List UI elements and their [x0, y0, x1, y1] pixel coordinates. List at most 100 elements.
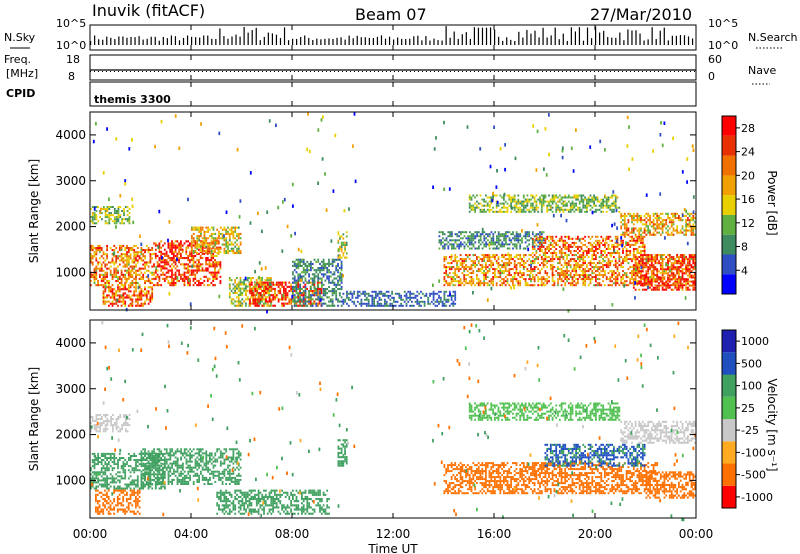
- heatmap-cell: [508, 243, 511, 246]
- heatmap-cell: [337, 271, 339, 274]
- heatmap-cell: [113, 275, 116, 278]
- heatmap-cell: [138, 255, 141, 258]
- heatmap-cell: [295, 300, 298, 303]
- heatmap-cell: [586, 276, 588, 279]
- heatmap-cell: [104, 273, 107, 276]
- heatmap-cell: [142, 263, 145, 266]
- heatmap-cell: [228, 296, 231, 299]
- heatmap-cell: [549, 208, 552, 211]
- heatmap-cell: [555, 196, 558, 199]
- heatmap-cell: [508, 247, 511, 250]
- heatmap-cell: [326, 275, 329, 278]
- heatmap-cell: [448, 262, 451, 265]
- heatmap-cell: [573, 274, 576, 277]
- heatmap-cell: [302, 294, 305, 297]
- heatmap-cell: [97, 280, 99, 283]
- heatmap-cell: [623, 280, 626, 283]
- heatmap-cell: [567, 250, 570, 252]
- heatmap-cell: [99, 261, 101, 264]
- heatmap-cell: [549, 243, 552, 246]
- heatmap-cell: [478, 247, 480, 250]
- heatmap-cell: [486, 254, 489, 257]
- heatmap-cell: [562, 256, 565, 259]
- heatmap-cell: [183, 282, 186, 285]
- heatmap-cell: [120, 257, 123, 260]
- heatmap-cell: [124, 282, 127, 285]
- heatmap-cell: [634, 235, 637, 238]
- heatmap-cell: [378, 292, 381, 295]
- heatmap-cell: [106, 210, 109, 212]
- heatmap-cell: [629, 282, 632, 285]
- heatmap-cell: [284, 294, 287, 297]
- heatmap-cell: [187, 240, 189, 243]
- heatmap-cell: [569, 245, 572, 248]
- nsky-bar: [316, 38, 318, 45]
- nsky-bar: [154, 36, 156, 45]
- heatmap-cell: [670, 284, 673, 287]
- heatmap-cell: [331, 264, 334, 267]
- heatmap-cell: [228, 235, 231, 238]
- heatmap-cell: [495, 276, 498, 279]
- nsky-bar: [344, 39, 346, 45]
- heatmap-cell: [672, 274, 675, 277]
- heatmap-cell: [557, 268, 559, 271]
- heatmap-cell: [169, 259, 172, 262]
- heatmap-cell: [342, 298, 345, 301]
- heatmap-cell: [488, 260, 491, 263]
- heatmap-cell: [483, 210, 485, 213]
- heatmap-cell: [638, 282, 641, 285]
- heatmap-cell: [313, 288, 316, 291]
- heatmap-cell: [663, 278, 666, 281]
- heatmap-cell: [569, 260, 572, 263]
- heatmap-cell: [340, 304, 343, 307]
- heatmap-cell: [517, 262, 520, 265]
- heatmap-cell: [180, 263, 182, 266]
- heatmap-cell: [486, 208, 489, 211]
- heatmap-cell: [452, 278, 455, 281]
- heatmap-cell: [189, 259, 191, 262]
- heatmap-cell: [181, 279, 184, 282]
- heatmap-cell: [461, 282, 464, 285]
- heatmap-cell: [225, 241, 228, 244]
- heatmap-cell: [450, 298, 453, 301]
- heatmap-cell: [638, 245, 641, 248]
- heatmap-cell: [333, 304, 336, 307]
- heatmap-cell: [316, 302, 319, 305]
- heatmap-cell: [335, 290, 338, 293]
- heatmap-cell: [151, 247, 154, 250]
- heatmap-cell: [140, 296, 143, 299]
- heatmap-cell: [623, 272, 626, 275]
- heatmap-cell: [549, 266, 552, 269]
- heatmap-cell: [306, 269, 309, 272]
- heatmap-cell: [694, 274, 696, 277]
- heatmap-cell: [216, 228, 219, 231]
- heatmap-cell: [124, 263, 127, 266]
- heatmap-cell: [302, 300, 305, 303]
- heatmap-cell: [176, 265, 179, 268]
- heatmap-cell: [183, 257, 186, 260]
- heatmap-cell: [120, 253, 123, 256]
- heatmap-cell: [129, 249, 132, 252]
- heatmap-cell: [375, 296, 377, 299]
- heatmap-cell: [283, 287, 285, 290]
- heatmap-cell: [595, 264, 597, 267]
- heatmap-cell: [100, 277, 103, 280]
- heatmap-cell: [542, 196, 545, 199]
- heatmap-cell: [297, 300, 300, 303]
- heatmap-cell: [342, 252, 345, 255]
- heatmap-cell: [118, 277, 121, 280]
- heatmap-cell: [479, 235, 482, 238]
- heatmap-cell: [121, 218, 123, 221]
- heatmap-cell: [504, 280, 507, 283]
- heatmap-cell: [577, 274, 579, 277]
- heatmap-cell: [661, 268, 664, 271]
- heatmap-cell: [200, 235, 202, 238]
- heatmap-cell: [270, 304, 272, 307]
- heatmap-cell: [156, 265, 159, 268]
- heatmap-cell: [604, 196, 606, 199]
- heatmap-cell: [542, 237, 545, 240]
- heatmap-cell: [557, 206, 559, 209]
- heatmap-cell: [625, 256, 628, 259]
- heatmap-cell: [517, 258, 520, 261]
- heatmap-cell: [586, 210, 588, 213]
